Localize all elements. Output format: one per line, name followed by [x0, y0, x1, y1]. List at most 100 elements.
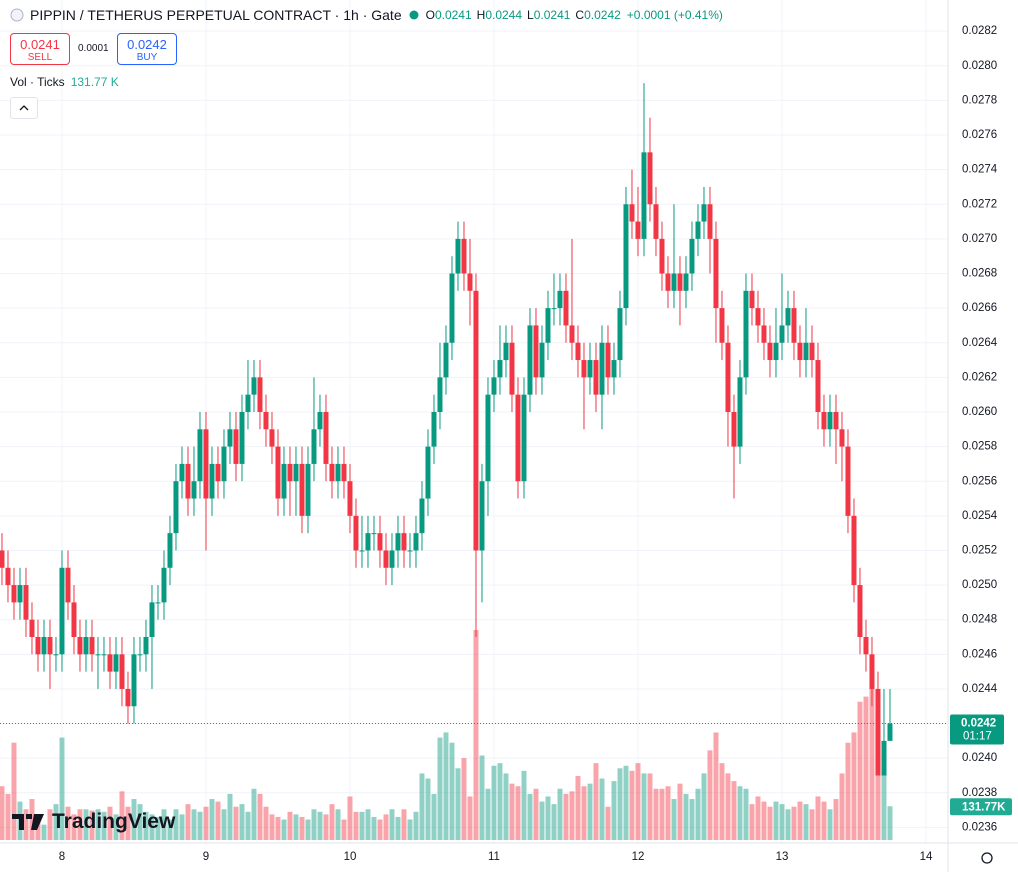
candle-body — [677, 273, 683, 291]
candle-body — [359, 550, 365, 552]
volume-bar — [359, 811, 365, 840]
volume-bar — [167, 819, 173, 840]
volume-bar — [833, 799, 839, 840]
candle-body — [653, 204, 659, 239]
candle-body — [767, 342, 773, 361]
volume-bar — [425, 778, 431, 840]
candle-body — [419, 498, 425, 534]
volume-bar — [677, 783, 683, 840]
volume-bar — [587, 783, 593, 840]
candle-body — [131, 654, 137, 707]
change: +0.0001 (+0.41%) — [626, 8, 723, 22]
volume-bar — [863, 696, 869, 840]
volume-bar — [317, 811, 323, 840]
candle-body — [845, 446, 851, 516]
volume-value: 131.77 K — [70, 75, 119, 89]
volume-bar — [761, 801, 767, 840]
buy-button[interactable]: 0.0242 BUY — [117, 33, 177, 65]
ohlc-value: 0.0242 — [584, 8, 621, 22]
volume-bar — [689, 799, 695, 840]
candle-body — [113, 654, 119, 672]
candle-body — [383, 550, 389, 568]
candle-body — [683, 273, 689, 291]
volume-bar — [125, 806, 131, 840]
volume-bar — [713, 732, 719, 840]
candle-body — [377, 533, 383, 551]
y-tick-label: 0.0282 — [962, 25, 997, 37]
candle-body — [5, 567, 11, 586]
y-tick-label: 0.0262 — [962, 371, 997, 383]
candle-body — [731, 411, 737, 447]
sell-price: 0.0241 — [20, 37, 60, 52]
volume-bar — [665, 786, 671, 840]
candle-body — [539, 342, 545, 378]
volume-bar — [29, 799, 35, 840]
candle-body — [59, 567, 65, 655]
candle-body — [347, 481, 353, 516]
ohlc-key: C — [575, 8, 585, 22]
candle-body — [749, 290, 755, 309]
symbol-icon — [10, 8, 24, 22]
volume-bar — [179, 814, 185, 840]
y-tick-label: 0.0268 — [962, 268, 997, 280]
volume-bar — [629, 770, 635, 840]
candle-body — [245, 394, 251, 412]
volume-bar — [431, 793, 437, 840]
candle-body — [323, 411, 329, 464]
candle-body — [293, 463, 299, 482]
candle-body — [479, 481, 485, 551]
volume-bar — [347, 796, 353, 840]
volume-bar — [701, 773, 707, 840]
volume-bar — [227, 793, 233, 840]
candle-body — [689, 238, 695, 274]
candle-body — [641, 152, 647, 239]
volume-bar — [77, 809, 83, 840]
candle-body — [227, 429, 233, 447]
sell-button[interactable]: 0.0241 SELL — [10, 33, 70, 65]
volume-bar — [119, 791, 125, 840]
volume-bar — [725, 773, 731, 840]
volume-bar — [659, 788, 665, 840]
volume-bar — [203, 806, 209, 840]
volume-bar — [743, 788, 749, 840]
ohlc-value: 0.0244 — [485, 8, 523, 22]
volume-bar — [35, 816, 41, 840]
volume-bar — [821, 801, 827, 840]
volume-bar — [545, 796, 551, 840]
volume-axis-label: 131.77K — [962, 801, 1006, 813]
candle-body — [71, 602, 77, 638]
candle-body — [833, 411, 839, 430]
volume-bar — [497, 763, 503, 840]
candle-body — [77, 637, 83, 655]
volume-bar — [449, 742, 455, 840]
symbol-title: PIPPIN / TETHERUS PERPETUAL CONTRACT · 1… — [30, 7, 402, 23]
volume-bar — [233, 806, 239, 840]
volume-bar — [575, 775, 581, 840]
volume-bar — [143, 811, 149, 840]
candle-body — [371, 533, 377, 535]
volume-bar — [443, 732, 449, 840]
y-tick-label: 0.0264 — [962, 337, 998, 349]
collapse-button[interactable] — [10, 97, 38, 119]
candle-body — [251, 377, 257, 395]
candle-body — [275, 446, 281, 499]
volume-bar — [647, 773, 653, 840]
candle-body — [431, 411, 437, 447]
volume-bar — [455, 768, 461, 840]
volume-bar — [329, 804, 335, 840]
candle-body — [11, 585, 17, 603]
volume-bar — [47, 809, 53, 840]
ohlc-item: L0.0241 — [527, 8, 570, 22]
volume-bar — [467, 796, 473, 840]
candle-body — [179, 463, 185, 482]
volume-bar — [269, 814, 275, 840]
volume-bar — [695, 788, 701, 840]
candle-body — [143, 637, 149, 655]
volume-bar — [287, 811, 293, 840]
candle-body — [581, 360, 587, 378]
volume-bar — [0, 786, 5, 840]
volume-bar — [257, 793, 263, 840]
candle-body — [815, 360, 821, 412]
volume-bar — [785, 809, 791, 840]
